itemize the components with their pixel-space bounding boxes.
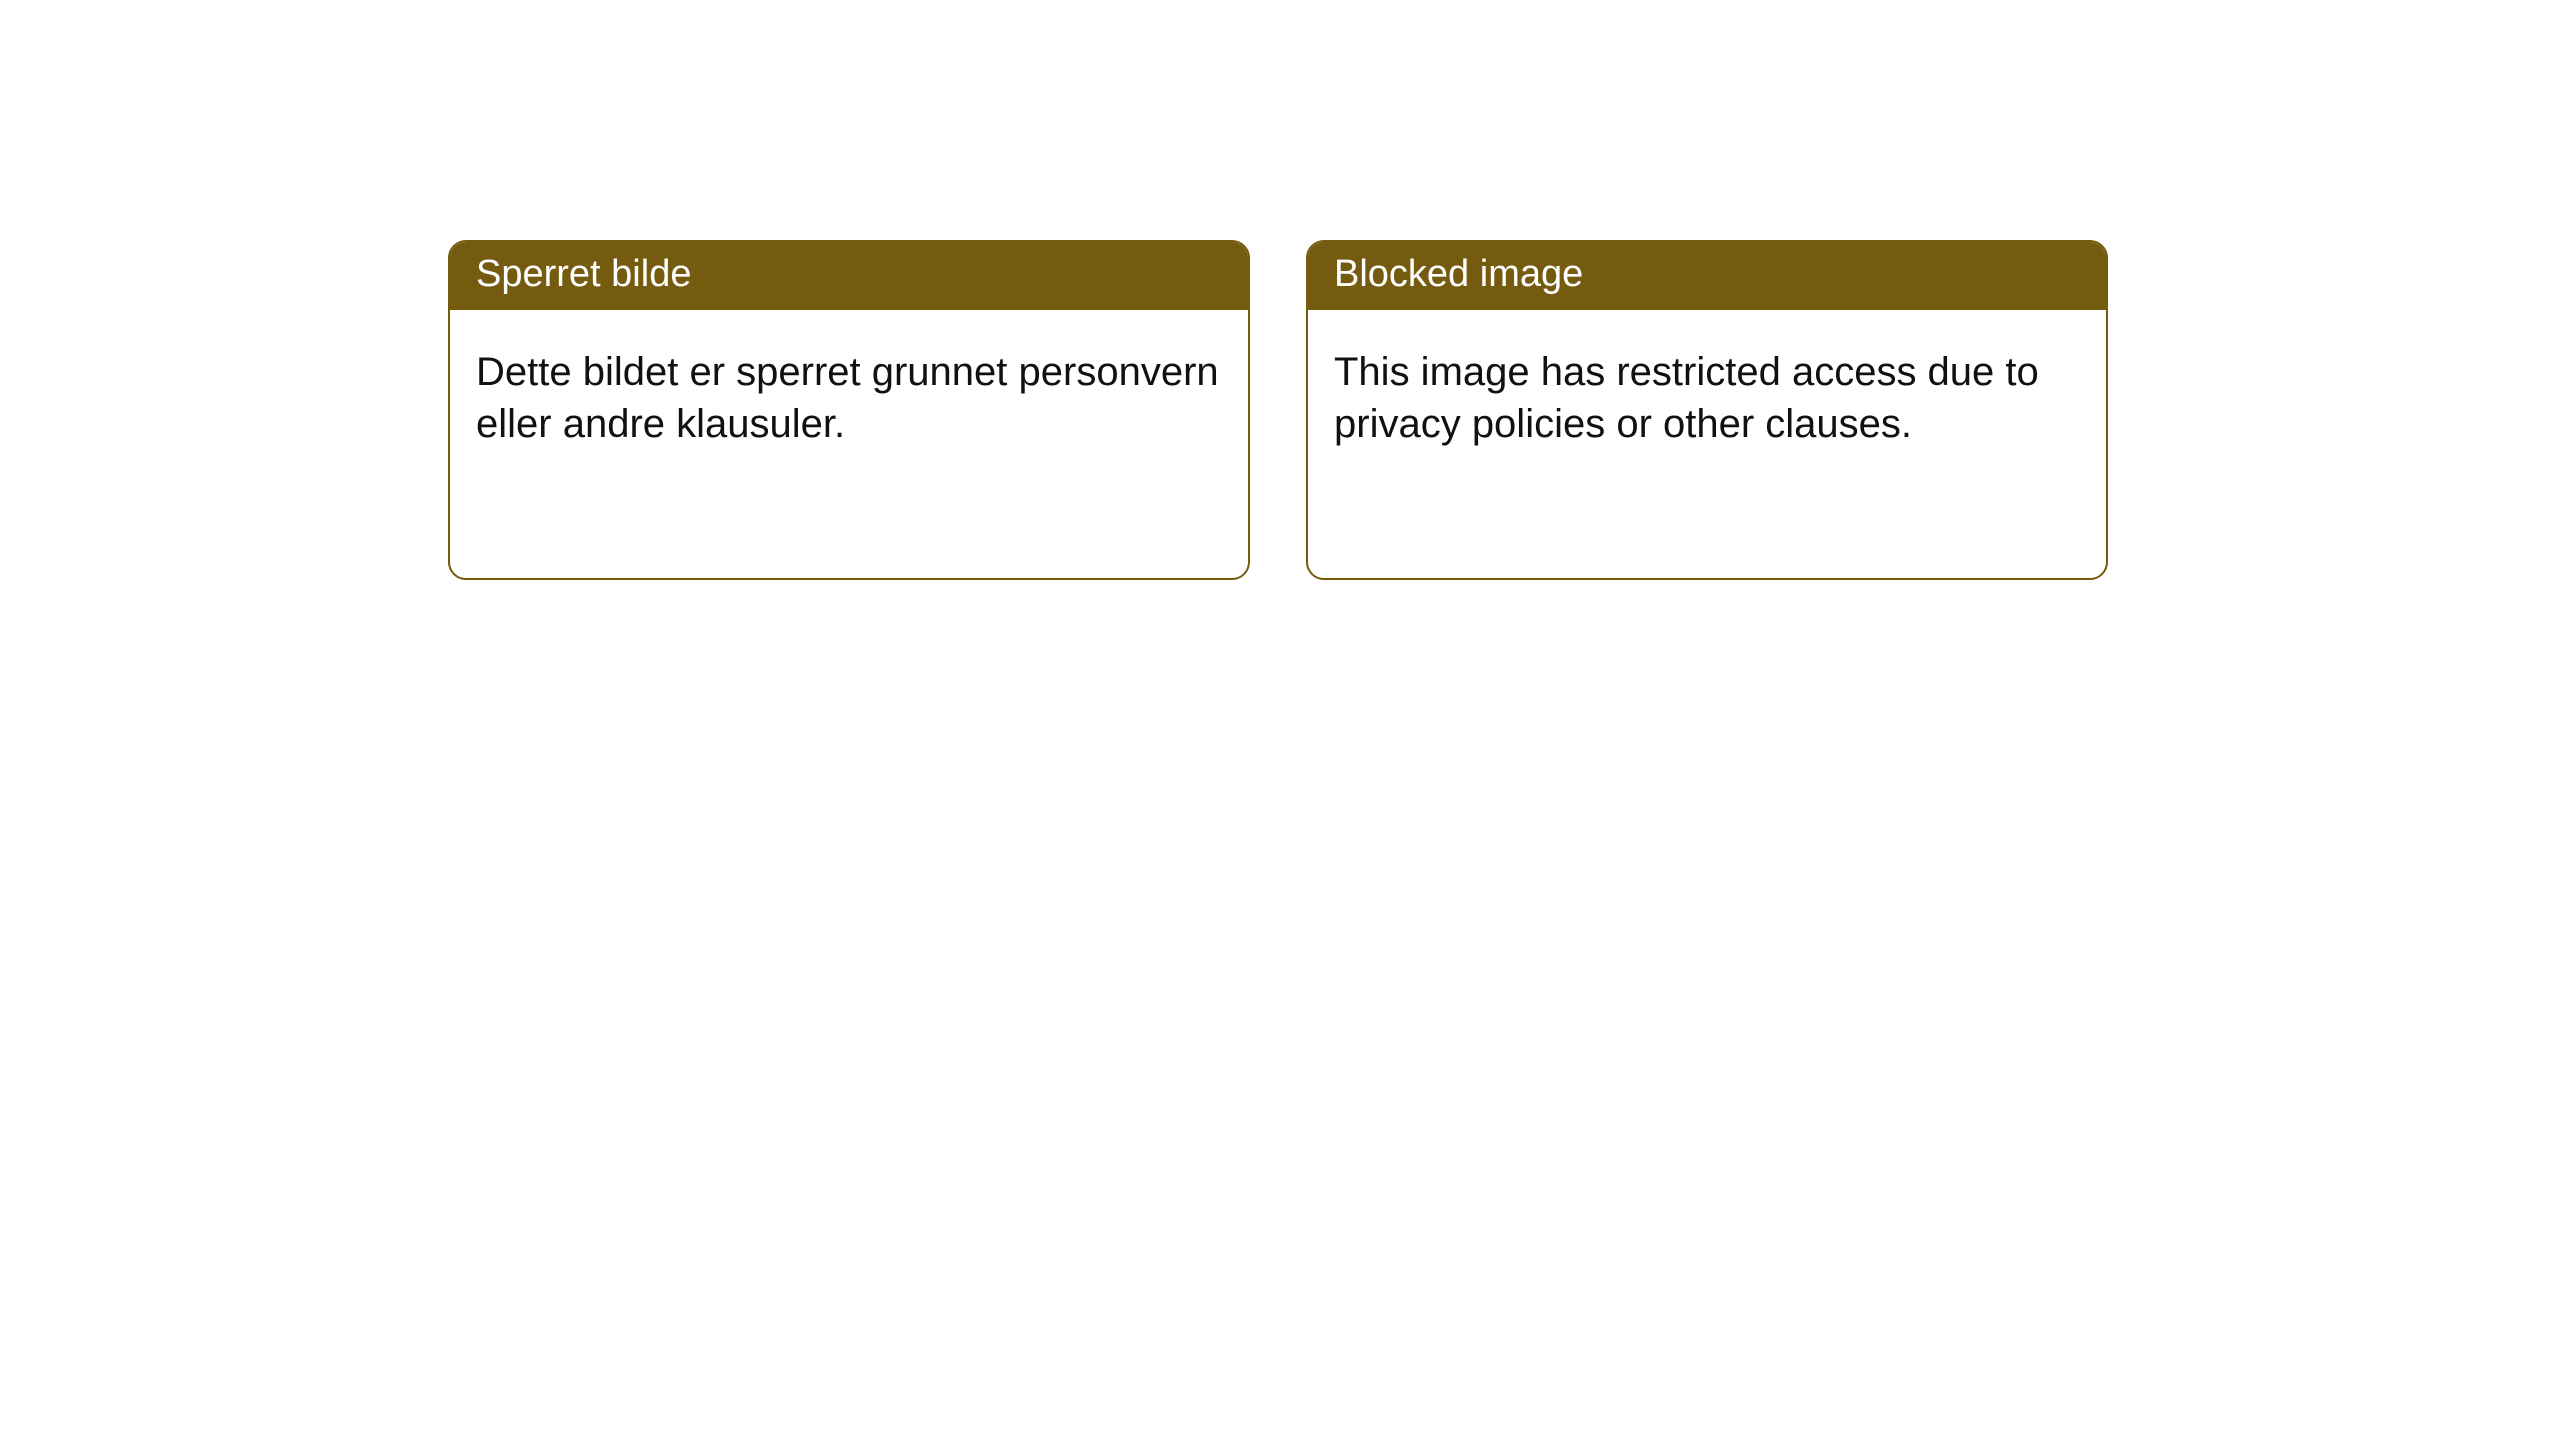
notice-card-title: Blocked image	[1308, 242, 2106, 310]
notice-card-text: Dette bildet er sperret grunnet personve…	[476, 346, 1222, 452]
notice-card-body: Dette bildet er sperret grunnet personve…	[450, 310, 1248, 578]
notice-card-norwegian: Sperret bilde Dette bildet er sperret gr…	[448, 240, 1250, 580]
notice-card-english: Blocked image This image has restricted …	[1306, 240, 2108, 580]
notice-card-text: This image has restricted access due to …	[1334, 346, 2080, 452]
notice-cards-container: Sperret bilde Dette bildet er sperret gr…	[448, 240, 2108, 580]
notice-card-title: Sperret bilde	[450, 242, 1248, 310]
notice-card-body: This image has restricted access due to …	[1308, 310, 2106, 578]
